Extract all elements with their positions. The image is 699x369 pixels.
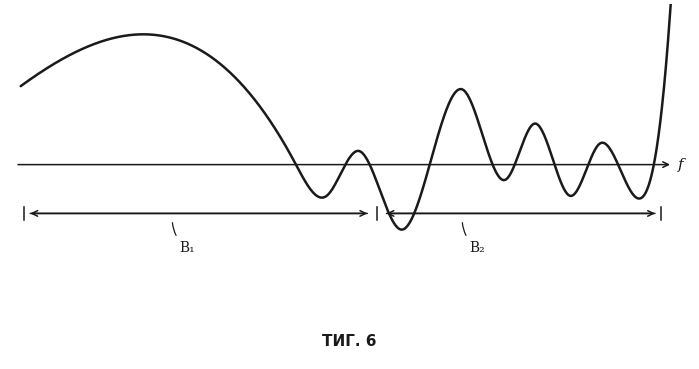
Text: f: f (678, 158, 684, 172)
Text: B₂: B₂ (462, 223, 485, 255)
Text: ΤИГ. 6: ΤИГ. 6 (322, 334, 377, 349)
Text: B₁: B₁ (173, 223, 195, 255)
